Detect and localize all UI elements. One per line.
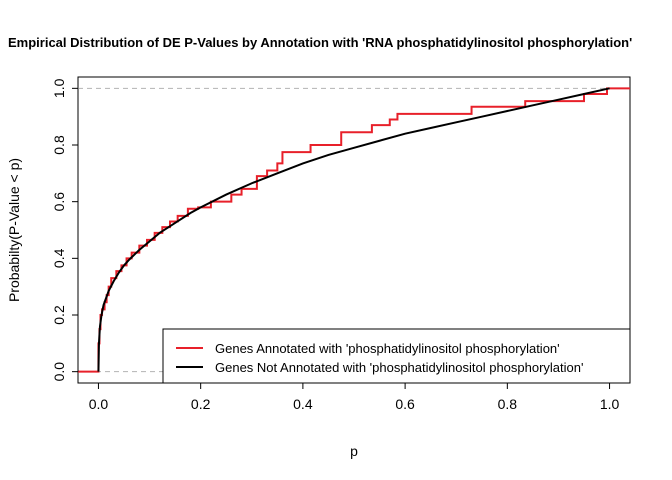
series-not-annotated-line (97, 87, 610, 372)
y-tick-label: 0.4 (51, 248, 67, 268)
x-tick-label: 0.8 (498, 396, 518, 412)
y-axis: 0.0 0.2 0.4 0.6 0.8 1.0 (51, 78, 79, 382)
x-axis-label: p (350, 443, 358, 459)
legend-box (162, 328, 631, 384)
legend-label-not-annotated: Genes Not Annotated with 'phosphatidylin… (215, 360, 583, 375)
x-axis: 0.0 0.2 0.4 0.6 0.8 1.0 (89, 382, 620, 412)
y-axis-label: Probabilty(P-Value < p) (6, 158, 22, 302)
y-tick-label: 0.0 (51, 362, 67, 382)
x-tick-label: 0.4 (293, 396, 313, 412)
y-tick-label: 1.0 (51, 78, 67, 98)
x-tick-label: 1.0 (600, 396, 620, 412)
x-tick-label: 0.0 (89, 396, 109, 412)
legend: Genes Annotated with 'phosphatidylinosit… (162, 328, 631, 384)
legend-label-annotated: Genes Annotated with 'phosphatidylinosit… (215, 341, 560, 356)
y-tick-label: 0.2 (51, 305, 67, 325)
x-tick-label: 0.6 (395, 396, 415, 412)
x-tick-label: 0.2 (191, 396, 211, 412)
series-layer (78, 87, 630, 373)
y-tick-label: 0.6 (51, 192, 67, 212)
y-tick-label: 0.8 (51, 135, 67, 155)
chart-title: Empirical Distribution of DE P-Values by… (8, 35, 632, 50)
